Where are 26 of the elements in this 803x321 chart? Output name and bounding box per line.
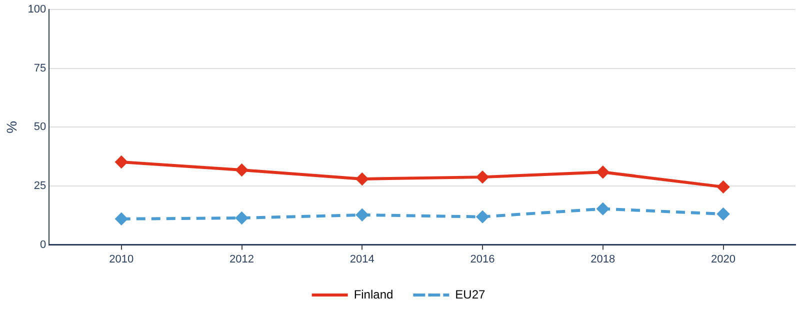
x-tick-label: 2010 <box>109 253 134 266</box>
point <box>717 208 730 220</box>
y-tick-label: 0 <box>40 238 46 251</box>
legend-label: Finland <box>354 287 394 302</box>
point <box>596 166 609 178</box>
y-tick-label: 25 <box>34 180 46 192</box>
point <box>115 156 128 168</box>
x-tick-label: 2016 <box>470 253 495 266</box>
y-tick-label: 100 <box>28 4 46 16</box>
point <box>115 212 128 225</box>
point <box>717 180 730 193</box>
point <box>596 202 609 215</box>
x-tick-label: 2014 <box>350 253 374 266</box>
y-axis-title: % <box>3 120 20 134</box>
y-tick-label: 50 <box>34 121 46 134</box>
point <box>476 210 489 223</box>
x-tick-label: 2020 <box>711 253 736 266</box>
point <box>356 208 368 221</box>
x-tick-label: 2018 <box>590 253 616 266</box>
legend-label: EU27 <box>455 287 486 302</box>
point <box>476 171 489 184</box>
point <box>236 164 248 176</box>
point <box>356 172 368 185</box>
x-tick-label: 2012 <box>230 253 254 266</box>
point <box>236 212 248 224</box>
y-tick-label: 75 <box>34 62 46 74</box>
